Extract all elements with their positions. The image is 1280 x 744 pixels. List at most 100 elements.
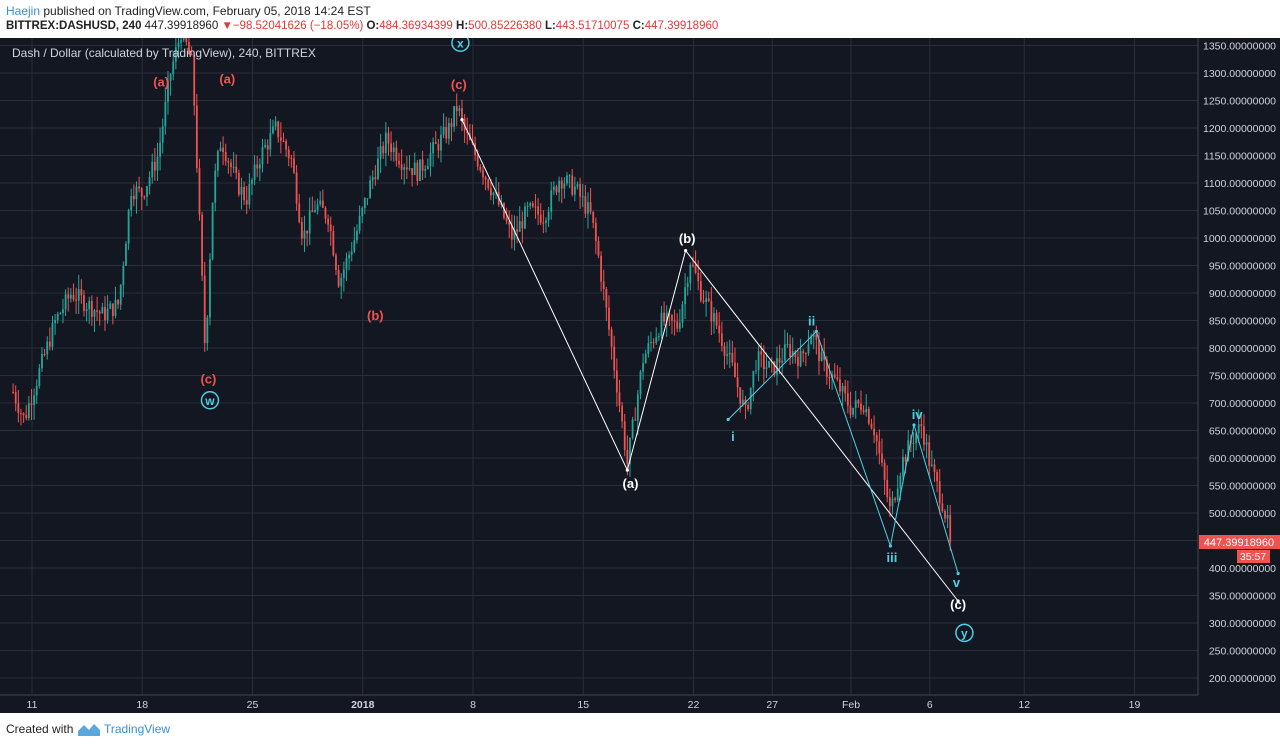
candle-body bbox=[382, 146, 385, 154]
candle-body bbox=[227, 161, 230, 163]
candle-body bbox=[127, 210, 130, 244]
tradingview-link[interactable]: TradingView bbox=[104, 722, 171, 736]
wave-label: (c) bbox=[200, 371, 216, 386]
candle-body bbox=[111, 303, 114, 317]
candle-body bbox=[757, 351, 760, 371]
time-axis-panel[interactable] bbox=[0, 695, 1198, 713]
candle-body bbox=[518, 221, 521, 232]
candle-body bbox=[702, 300, 705, 303]
candle-body bbox=[833, 374, 836, 378]
tradingview-logo-icon[interactable] bbox=[78, 722, 100, 736]
candle-body bbox=[579, 184, 581, 197]
price-tick-label: 1200.00000000 bbox=[1203, 123, 1276, 135]
candle-body bbox=[810, 336, 812, 345]
candle-body bbox=[513, 229, 516, 240]
candle-body bbox=[479, 166, 482, 171]
candle-body bbox=[689, 264, 692, 284]
candle-body bbox=[169, 74, 172, 81]
candle-body bbox=[904, 456, 907, 462]
candle-body bbox=[321, 200, 324, 208]
candle-body bbox=[405, 167, 408, 170]
candle-body bbox=[77, 289, 80, 301]
price-tick-label: 650.00000000 bbox=[1209, 426, 1276, 438]
candle-body bbox=[749, 387, 752, 410]
price-axis[interactable]: 200.00000000 250.00000000 300.00000000 350.… bbox=[1203, 41, 1276, 686]
wave-label: (c) bbox=[950, 597, 966, 612]
candle-body bbox=[476, 154, 479, 167]
time-axis[interactable]: 11 18 25 2018 8 15 22 27 Feb 6 12 19 bbox=[27, 699, 1141, 711]
candle-body bbox=[135, 186, 138, 200]
candle-body bbox=[237, 172, 240, 195]
candle-body bbox=[521, 221, 524, 229]
candle-body bbox=[285, 141, 287, 150]
candle-body bbox=[180, 39, 182, 43]
candle-body bbox=[623, 421, 626, 450]
candle-body bbox=[361, 207, 364, 217]
candle-body bbox=[587, 202, 589, 214]
candle-body bbox=[298, 203, 301, 222]
candle-body bbox=[413, 162, 416, 176]
candle-body bbox=[752, 370, 755, 388]
candle-body bbox=[789, 344, 791, 357]
candle-body bbox=[106, 308, 109, 321]
candle-body bbox=[791, 351, 794, 357]
candle-body bbox=[731, 352, 734, 363]
candle-body bbox=[726, 354, 728, 356]
candle-body bbox=[881, 453, 883, 463]
candle-body bbox=[896, 488, 899, 500]
candle-body bbox=[663, 312, 665, 322]
candle-body bbox=[293, 158, 295, 173]
candle-body bbox=[783, 344, 786, 361]
candle-body bbox=[608, 307, 610, 330]
candle-body bbox=[594, 222, 597, 241]
candle-body bbox=[245, 200, 248, 205]
candle-body bbox=[130, 196, 133, 211]
candle-body bbox=[631, 419, 634, 438]
price-axis-panel[interactable] bbox=[1198, 38, 1280, 695]
candle-body bbox=[434, 142, 437, 144]
candle-body bbox=[159, 142, 161, 157]
time-tick-label: 2018 bbox=[351, 699, 375, 711]
candle-body bbox=[80, 289, 83, 296]
candle-body bbox=[857, 400, 860, 404]
candle-body bbox=[211, 202, 214, 260]
candle-body bbox=[705, 298, 707, 303]
high-label: H: bbox=[456, 20, 469, 32]
candle-body bbox=[883, 462, 886, 480]
candle-body bbox=[429, 153, 432, 166]
candle-body bbox=[739, 387, 742, 404]
price-change: −98.52041626 (−18.05%) bbox=[232, 20, 364, 32]
author-link[interactable]: Haejin bbox=[6, 4, 41, 18]
candle-body bbox=[198, 167, 201, 215]
candle-body bbox=[20, 413, 22, 415]
candle-body bbox=[48, 341, 51, 347]
circled-label: w bbox=[204, 394, 215, 408]
candle-body bbox=[411, 168, 413, 176]
candle-body bbox=[550, 190, 553, 212]
candle-body bbox=[636, 394, 639, 421]
candle-body bbox=[232, 166, 235, 168]
candle-body bbox=[836, 377, 839, 380]
countdown-label: 35:57 bbox=[1240, 551, 1266, 563]
current-price: 447.39918960 bbox=[144, 20, 219, 32]
chart-area[interactable]: (a) (a) (c) (b) (c) (a) (b) (c) i ii iii iv v w x y 200… bbox=[0, 16, 1280, 713]
candle-body bbox=[277, 121, 280, 138]
candle-body bbox=[25, 415, 28, 418]
candle-body bbox=[148, 177, 151, 187]
candle-body bbox=[613, 346, 616, 371]
candle-body bbox=[686, 283, 689, 288]
candle-body bbox=[555, 186, 558, 193]
candle-body bbox=[319, 200, 322, 205]
candle-body bbox=[177, 42, 180, 48]
candle-body bbox=[27, 403, 30, 418]
candle-body bbox=[671, 315, 673, 321]
candle-body bbox=[941, 503, 944, 511]
candle-body bbox=[610, 329, 613, 347]
candle-body bbox=[172, 61, 175, 75]
candle-body bbox=[815, 334, 818, 340]
wave-label: (a) bbox=[623, 476, 639, 491]
candle-body bbox=[38, 368, 41, 386]
candle-body bbox=[261, 147, 264, 165]
